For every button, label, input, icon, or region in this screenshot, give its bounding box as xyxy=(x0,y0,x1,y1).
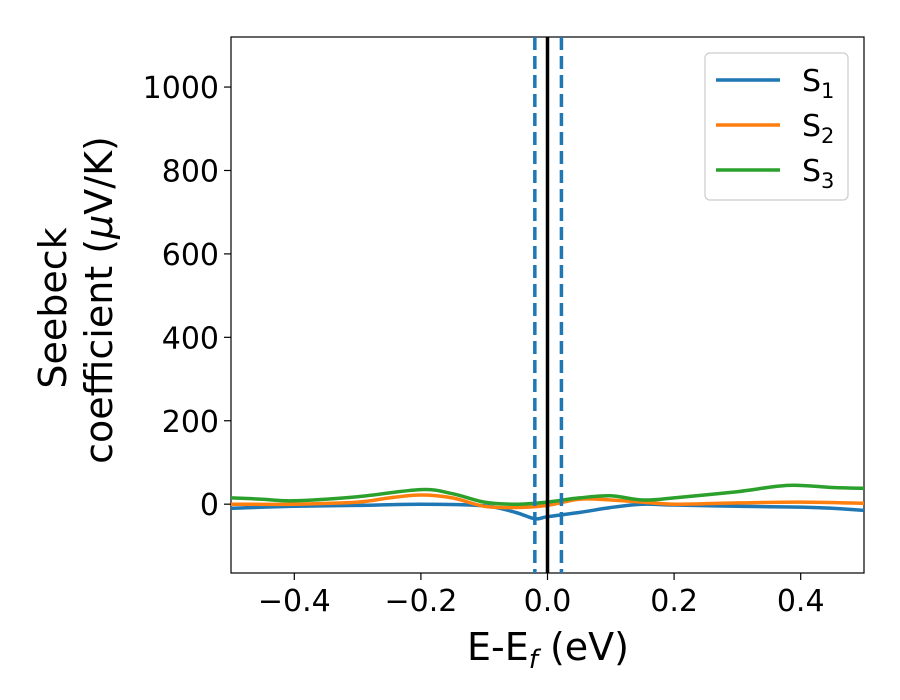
x-tick-label: −0.4 xyxy=(258,584,331,619)
x-tick-label: 0.0 xyxy=(524,584,572,619)
y-tick-label: 800 xyxy=(162,154,219,189)
y-tick-label: 200 xyxy=(162,405,219,440)
y-tick-label: 0 xyxy=(200,488,219,523)
y-axis-ticks: 0 200 400 600 800 1000 xyxy=(143,71,231,523)
x-axis-label: E-Ef (eV) xyxy=(467,625,629,675)
y-axis-label-line1: Seebeck xyxy=(31,227,75,388)
y-tick-label: 400 xyxy=(162,321,219,356)
legend: S1 S2 S3 xyxy=(704,52,849,201)
x-tick-label: 0.4 xyxy=(777,584,825,619)
y-axis-label-line2: coefficient (μV/K) xyxy=(77,136,121,464)
y-tick-label: 600 xyxy=(162,238,219,273)
vline-layer xyxy=(533,37,564,573)
plot-area xyxy=(230,36,865,574)
legend-label-s2: S2 xyxy=(802,109,834,148)
legend-label-s3: S3 xyxy=(802,154,834,193)
y-tick-label: 1000 xyxy=(143,71,219,106)
legend-label-s1: S1 xyxy=(802,64,834,103)
x-tick-label: 0.2 xyxy=(650,584,698,619)
x-axis-ticks: −0.4 −0.2 0.0 0.2 0.4 xyxy=(258,573,825,619)
y-axis-label: Seebeck coefficient (μV/K) xyxy=(31,136,121,464)
x-tick-label: −0.2 xyxy=(384,584,457,619)
series-line-s2 xyxy=(231,493,864,510)
